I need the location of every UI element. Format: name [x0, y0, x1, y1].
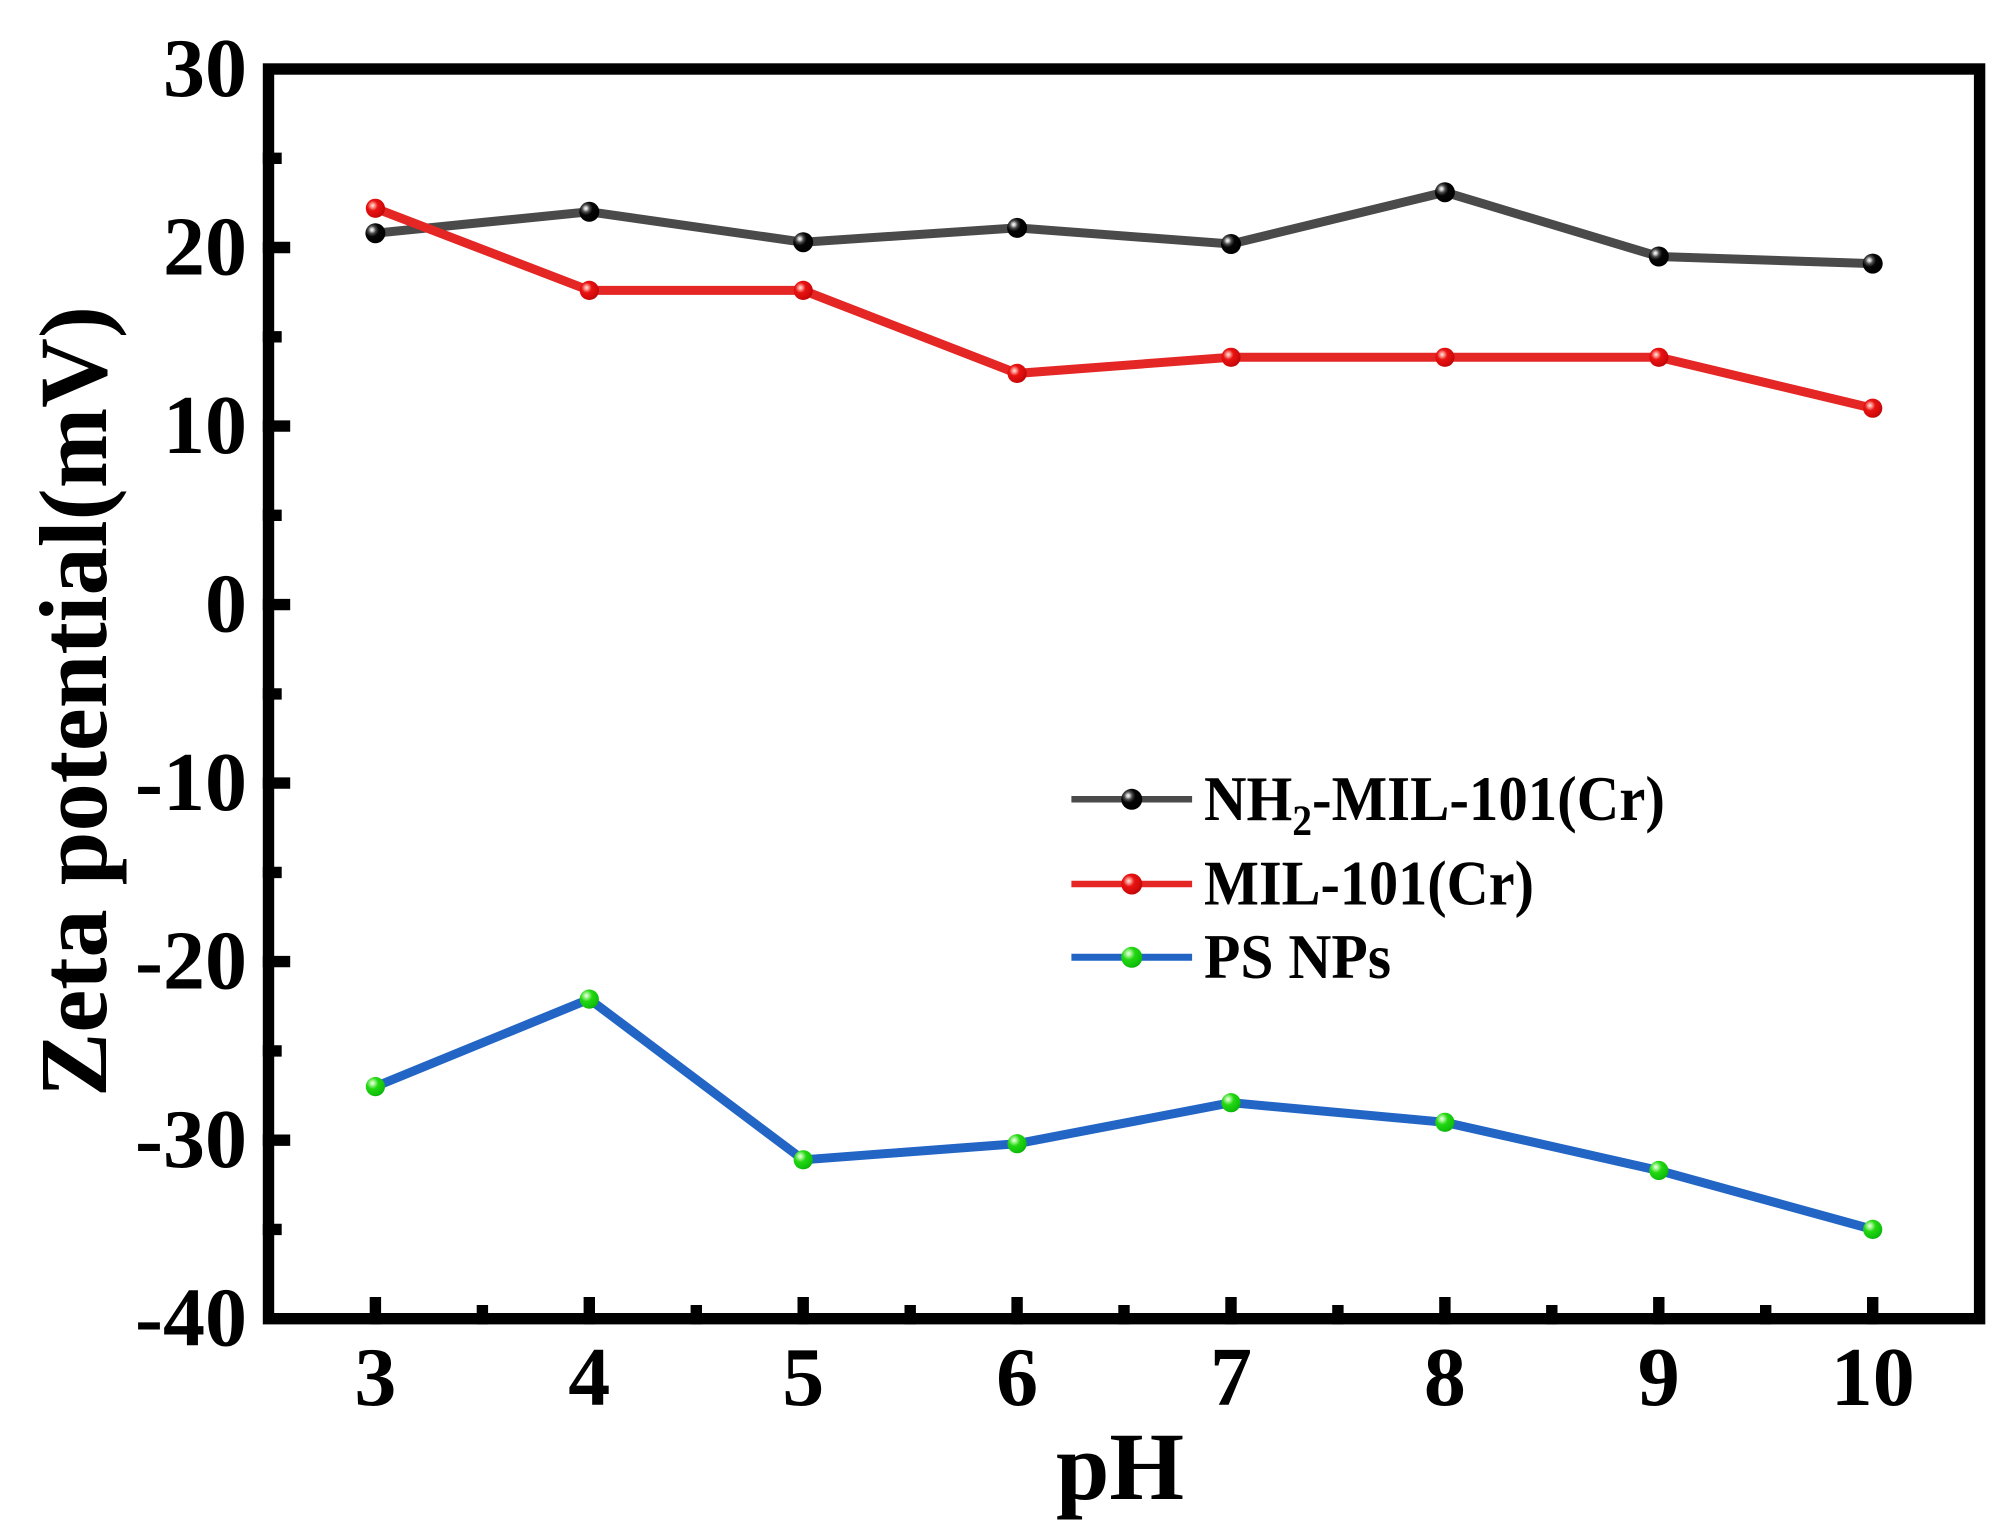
svg-text:-20: -20: [135, 915, 247, 1008]
svg-text:10: 10: [1831, 1331, 1915, 1424]
svg-text:PS NPs: PS NPs: [1204, 921, 1391, 992]
svg-text:30: 30: [163, 22, 247, 115]
svg-text:-40: -40: [135, 1272, 247, 1365]
svg-text:7: 7: [1210, 1331, 1252, 1424]
svg-text:5: 5: [782, 1331, 824, 1424]
svg-text:pH: pH: [1056, 1413, 1184, 1520]
svg-text:Zeta potential(mV): Zeta potential(mV): [20, 306, 127, 1097]
svg-text:9: 9: [1638, 1331, 1680, 1424]
svg-text:MIL-101(Cr): MIL-101(Cr): [1204, 848, 1534, 919]
svg-text:3: 3: [354, 1331, 396, 1424]
svg-text:NH2-MIL-101(Cr): NH2-MIL-101(Cr): [1204, 763, 1665, 845]
svg-text:6: 6: [996, 1331, 1038, 1424]
svg-text:10: 10: [163, 379, 247, 472]
svg-text:0: 0: [205, 558, 247, 651]
svg-text:4: 4: [568, 1331, 610, 1424]
svg-text:-10: -10: [135, 736, 247, 829]
svg-text:-30: -30: [135, 1093, 247, 1186]
svg-text:20: 20: [163, 201, 247, 294]
svg-text:8: 8: [1424, 1331, 1466, 1424]
